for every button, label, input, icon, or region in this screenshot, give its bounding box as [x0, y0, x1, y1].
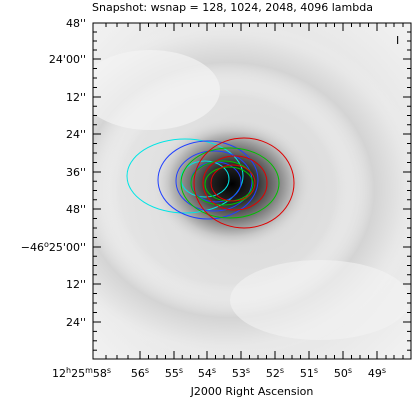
x-tick-label: 52s [266, 366, 284, 380]
x-tick-label: 53s [232, 366, 250, 380]
x-tick-label: 51s [300, 366, 318, 380]
y-tick-label: 48'' [66, 17, 86, 30]
contour-line [193, 137, 295, 229]
x-tick-label: 56s [131, 366, 149, 380]
y-tick-label: 48'' [66, 203, 86, 216]
contour-line [157, 140, 259, 220]
y-tick-label: 12'' [66, 91, 86, 104]
y-tick-label: −46o25'00'' [21, 240, 86, 254]
x-tick-label: 50s [334, 366, 352, 380]
y-tick-labels: 48'' 24'00'' 12'' 24'' 36'' 48'' −46o25'00'' 12… [21, 17, 86, 329]
contour-line [210, 164, 256, 202]
axis-ticks [93, 22, 411, 359]
contour-line [175, 150, 253, 212]
y-tick-label: 24'' [66, 316, 86, 329]
y-tick-label: 36'' [66, 166, 86, 179]
y-tick-label: 24'00'' [49, 53, 86, 66]
contour-line [126, 138, 244, 214]
x-tick-label: 55s [165, 366, 183, 380]
x-tick-labels: 12h25m58s 56s 55s 54s 53s 52s 51s 50s 49s [52, 366, 386, 380]
greyscale-image [93, 23, 411, 359]
x-tick-label: 12h25m58s [52, 366, 111, 380]
stokes-label: I [396, 34, 399, 47]
contour-line [202, 155, 268, 211]
y-tick-label: 24'' [66, 128, 86, 141]
contour-overlay [126, 137, 295, 229]
x-axis-label: J2000 Right Ascension [190, 385, 314, 398]
plot-title: Snapshot: wsnap = 128, 1024, 2048, 4096 … [92, 1, 373, 14]
x-tick-label: 54s [198, 366, 216, 380]
contour-line [180, 147, 280, 219]
x-tick-label: 49s [368, 366, 386, 380]
y-tick-label: 12'' [66, 278, 86, 291]
